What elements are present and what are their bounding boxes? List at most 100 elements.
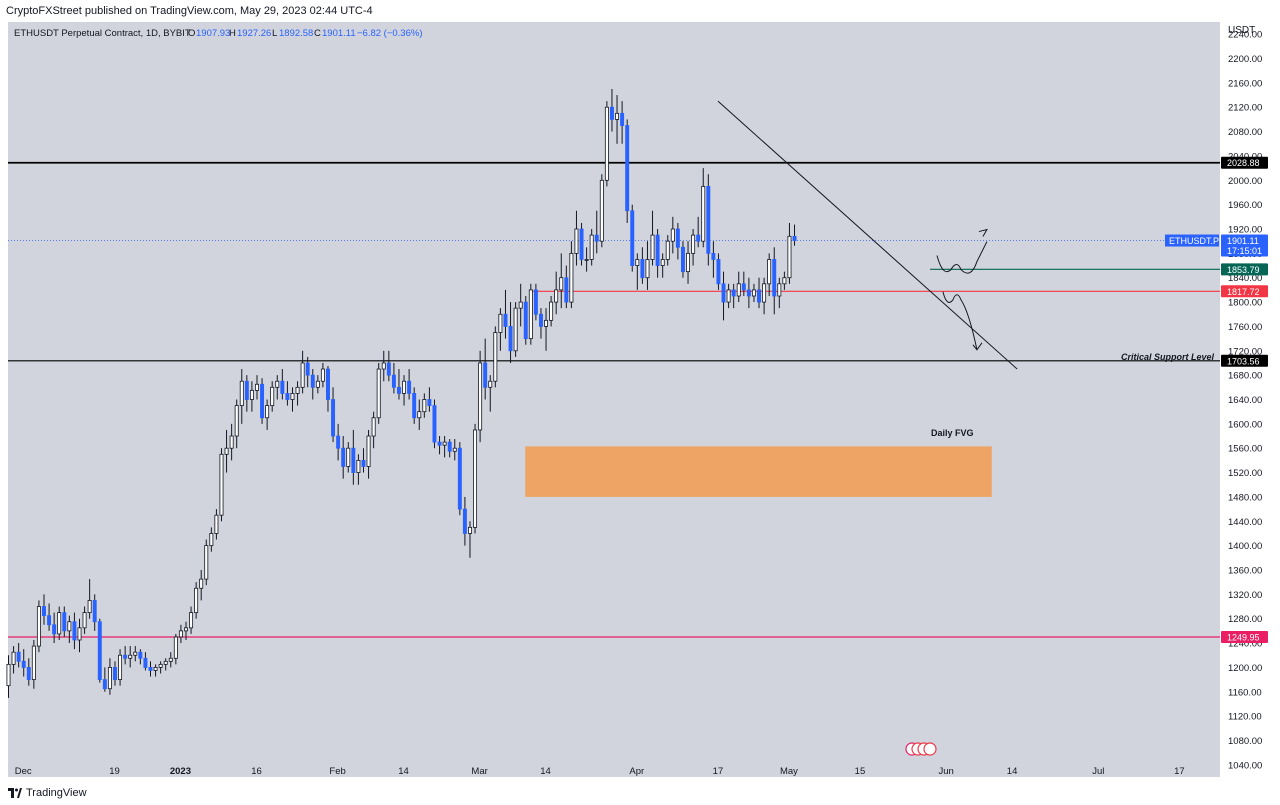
candle-body [31,645,36,680]
candle-body [473,429,478,528]
candle-body [417,411,422,419]
bullish-arrowhead [978,228,988,237]
level-labels: 2028.881901.1117:15:01ETHUSDT.P1853.7918… [1165,156,1268,643]
legend-h-value: 1927.26 [237,28,271,39]
candle-body [518,301,523,309]
candle-body [701,185,706,242]
candle-body [113,667,117,680]
candle-body [77,627,82,641]
support-annotation: Critical Support Level [1121,352,1215,362]
time-tick-label: 14 [398,766,409,777]
candle-body [57,612,62,635]
bearish-arrowhead [972,342,983,351]
candle-body [265,405,270,419]
candle-body [762,283,767,303]
candle-body [72,621,77,641]
candle-body [493,332,498,382]
legend-change: −6.82 (−0.36%) [357,28,423,39]
candle-body [107,667,112,690]
candle-body [402,380,407,394]
candle-body [757,289,761,303]
event-icons[interactable] [905,742,937,756]
candle-body [386,362,391,376]
candle-body [351,447,356,473]
candle-body [6,663,11,687]
candle-body [706,185,711,254]
legend-l-value: 1892.58 [279,28,313,39]
candle-body [148,667,153,671]
candle-body [194,587,199,614]
price-tick-label: 1480.00 [1228,492,1262,503]
legend: ETHUSDT Perpetual Contract, 1D, BYBIT O … [14,28,423,39]
candle-body [376,368,381,419]
price-tick-label: 1400.00 [1228,541,1262,552]
candle-body [630,210,635,266]
candle-body [645,259,650,279]
candle-body [452,447,457,452]
candle-body [371,417,376,437]
price-tick-label: 2160.00 [1228,78,1262,89]
candle-body [295,386,300,394]
candle-body [528,289,533,340]
candle-body [503,313,508,327]
price-tick-label: 1960.00 [1228,200,1262,211]
candle-body [326,368,330,400]
level-price-label: 1817.72 [1227,287,1260,297]
candle-body [584,259,589,261]
candle-body [239,380,244,406]
price-axis-background[interactable] [1220,22,1280,782]
candle-body [346,447,351,467]
legend-c-label: C [314,28,321,39]
candle-body [97,621,102,680]
candle-body [554,289,559,303]
price-tick-label: 1640.00 [1228,395,1262,406]
candle-body [92,600,97,623]
time-tick-label: Dec [15,766,32,777]
candle-body [427,399,432,406]
candle-body [432,405,437,443]
candle-body [447,441,452,452]
price-tick-label: 2000.00 [1228,176,1262,187]
candle-body [310,374,315,388]
candle-body [604,106,609,181]
price-tick-label: 1080.00 [1228,736,1262,747]
tradingview-logo[interactable]: TradingView [8,787,87,799]
level-price-tag [1221,156,1268,169]
time-tick-label: 2023 [170,766,191,777]
candle-body [391,374,396,388]
candle-body [158,663,163,668]
candle-body [777,283,782,297]
candle-body [691,234,696,254]
time-tick-label: Jul [1092,766,1104,777]
candle-body [320,368,325,382]
candle-body [498,313,503,333]
time-tick-label: 14 [1007,766,1018,777]
symbol-tag [1165,234,1219,247]
time-tick-label: 19 [109,766,120,777]
candle-body [21,660,26,668]
candle-body [751,289,756,297]
candle-body [204,545,209,580]
candle-body [214,514,219,534]
candle-body [731,289,736,297]
candle-body [260,383,265,419]
candle-body [331,399,336,437]
candle-body [549,301,554,321]
candle-body [792,235,797,241]
price-tick-label: 1040.00 [1228,760,1262,771]
candle-body [249,389,254,400]
candlestick-chart[interactable]: USDT 1040.00 1080.00 1120.00 1160.00 1200.00… [0,22,1280,782]
brand-label: TradingView [26,787,87,799]
candle-body [356,459,361,473]
chart-area[interactable]: USDT 1040.00 1080.00 1120.00 1160.00 1200.00… [0,22,1280,782]
price-tick-label: 1920.00 [1228,225,1262,236]
candle-body [787,235,792,279]
price-tick-label: 1760.00 [1228,322,1262,333]
time-tick-label: 17 [1174,766,1185,777]
price-tick-label: 2120.00 [1228,103,1262,114]
time-tick-label: Feb [329,766,345,777]
candle-body [716,259,721,285]
fvg-zone [525,446,992,497]
candle-body [255,383,259,391]
candle-body [483,362,488,388]
